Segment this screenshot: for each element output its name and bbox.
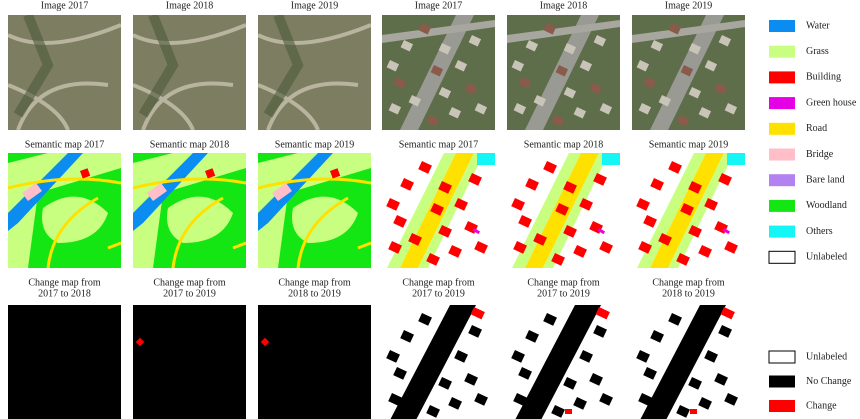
legend-swatch xyxy=(768,250,796,264)
legend-label: Bare land xyxy=(806,174,845,185)
legend-swatch xyxy=(769,375,795,388)
panel-title: Image 2018 xyxy=(540,0,588,11)
image-panel xyxy=(8,153,121,268)
image-panel xyxy=(382,153,495,268)
legend-label: Green house xyxy=(806,97,857,108)
panel-title: Image 2017 xyxy=(415,0,463,11)
panel-title: Semantic map 2017 xyxy=(25,139,104,150)
image-panel xyxy=(507,15,620,130)
panel-title: Semantic map 2019 xyxy=(649,139,728,150)
image-panel xyxy=(8,15,121,130)
image-panel xyxy=(258,153,371,268)
legend-swatch xyxy=(769,122,795,135)
panel-title: Image 2019 xyxy=(665,0,713,11)
image-panel xyxy=(8,305,121,419)
image-panel xyxy=(507,153,620,268)
panel-title: Image 2017 xyxy=(41,0,89,11)
legend-label: Building xyxy=(806,72,841,83)
panel-title: Change map from xyxy=(278,277,350,288)
image-panel xyxy=(632,305,745,419)
panel-title: Change map from xyxy=(153,277,225,288)
legend-label: Road xyxy=(806,123,827,134)
legend-label: Water xyxy=(806,20,830,31)
legend-label: Woodland xyxy=(806,200,847,211)
legend-swatch xyxy=(769,174,795,187)
image-panel xyxy=(133,15,246,130)
image-panel xyxy=(382,305,495,419)
image-panel xyxy=(632,15,745,130)
panel-title: Change map from xyxy=(402,277,474,288)
image-panel xyxy=(258,305,371,419)
image-panel xyxy=(382,15,495,130)
panel-title: Change map from xyxy=(28,277,100,288)
panel-title: Image 2018 xyxy=(166,0,214,11)
panel-title: 2017 to 2019 xyxy=(163,288,216,299)
panel-title: 2017 to 2019 xyxy=(412,288,465,299)
legend-label: Bridge xyxy=(806,149,834,160)
legend-swatch xyxy=(769,97,795,110)
legend-swatch xyxy=(769,45,795,58)
panel-title: 2018 to 2019 xyxy=(662,288,715,299)
image-panel xyxy=(507,305,620,419)
panel-title: Image 2019 xyxy=(291,0,339,11)
image-panel xyxy=(258,15,371,130)
panel-title: Change map from xyxy=(527,277,599,288)
panel-title: Change map from xyxy=(652,277,724,288)
panel-title: 2017 to 2018 xyxy=(38,288,91,299)
legend-swatch xyxy=(769,400,795,412)
legend-swatch xyxy=(769,20,795,32)
legend-swatch xyxy=(769,148,795,161)
legend-swatch xyxy=(768,350,796,364)
legend-label: No Change xyxy=(806,376,852,387)
panel-title: Semantic map 2018 xyxy=(150,139,229,150)
image-panel xyxy=(133,153,246,268)
panel-title: 2017 to 2019 xyxy=(537,288,590,299)
panel-title: Semantic map 2019 xyxy=(275,139,354,150)
legend-label: Unlabeled xyxy=(806,351,847,362)
legend-label: Change xyxy=(806,400,837,411)
image-panel xyxy=(133,305,246,419)
legend-swatch xyxy=(769,71,795,84)
panel-title: Semantic map 2017 xyxy=(399,139,478,150)
panel-title: 2018 to 2019 xyxy=(288,288,341,299)
panel-title: Semantic map 2018 xyxy=(524,139,603,150)
legend-label: Unlabeled xyxy=(806,252,847,263)
legend-swatch xyxy=(769,225,795,238)
legend-label: Grass xyxy=(806,46,829,57)
image-panel xyxy=(632,153,745,268)
legend-label: Others xyxy=(806,226,833,237)
legend-swatch xyxy=(769,199,795,212)
